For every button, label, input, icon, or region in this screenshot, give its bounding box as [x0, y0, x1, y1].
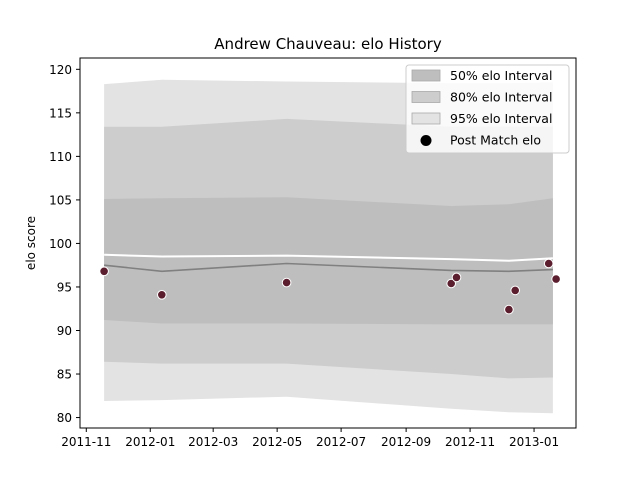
interval-band-2 — [104, 197, 553, 325]
post-match-point — [157, 290, 167, 300]
y-axis: 80 85 90 95 100 105 110 115 120 — [49, 63, 80, 425]
y-tick-label: 105 — [49, 193, 72, 207]
y-axis-label: elo score — [24, 216, 38, 270]
y-tick-label: 85 — [57, 368, 72, 382]
post-match-point — [551, 274, 561, 284]
post-match-point — [543, 258, 554, 269]
x-tick-label: 2012-03 — [188, 435, 238, 449]
x-tick-label: 2011-11 — [61, 435, 111, 449]
chart-title: Andrew Chauveau: elo History — [214, 35, 442, 53]
post-match-point — [99, 266, 109, 277]
x-tick-label: 2013-01 — [509, 435, 559, 449]
y-tick-label: 95 — [57, 280, 72, 294]
y-tick-label: 110 — [49, 150, 72, 164]
y-tick-label: 100 — [49, 237, 72, 251]
legend-swatch — [411, 91, 441, 103]
post-match-point — [451, 272, 462, 283]
legend-swatch — [411, 112, 441, 125]
x-tick-label: 2012-01 — [125, 435, 175, 449]
legend-label: Post Match elo — [450, 133, 541, 148]
mean-line — [104, 253, 553, 262]
legend-box — [405, 64, 570, 154]
y-tick-label: 80 — [57, 411, 72, 425]
legend-marker — [420, 135, 432, 146]
x-tick-label: 2012-09 — [381, 435, 431, 449]
post-match-point — [281, 277, 292, 288]
y-tick-label: 90 — [57, 324, 72, 338]
median-line — [104, 262, 553, 273]
post-match-point — [446, 278, 457, 289]
x-tick-label: 2012-07 — [316, 435, 366, 449]
post-match-point — [510, 285, 521, 296]
x-tick-label: 2012-05 — [252, 435, 302, 449]
legend: 50% elo Interval 80% elo Interval 95% elo … — [405, 64, 570, 154]
legend-swatch — [411, 69, 441, 82]
x-axis: 2011-11 2012-01 2012-03 2012-05 2012-07 2012-… — [61, 428, 559, 449]
legend-label: 95% elo Interval — [450, 111, 552, 126]
y-tick-label: 120 — [49, 63, 72, 77]
plot-area — [99, 79, 561, 414]
x-tick-label: 2012-11 — [445, 435, 495, 449]
post-match-point — [504, 304, 514, 315]
y-tick-label: 115 — [49, 106, 72, 120]
legend-label: 80% elo Interval — [450, 90, 552, 105]
legend-label: 50% elo Interval — [450, 68, 552, 83]
